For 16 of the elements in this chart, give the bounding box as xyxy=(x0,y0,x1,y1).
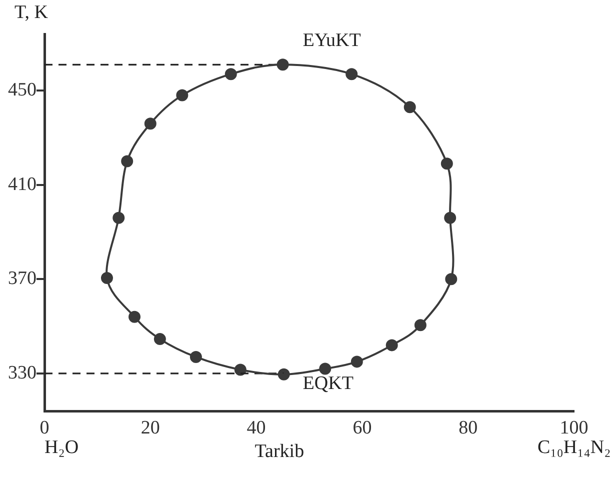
y-tick-label: 370 xyxy=(8,268,36,290)
y-axis-title: T, K xyxy=(14,2,48,24)
text: H₂O xyxy=(44,437,79,460)
x-tick-label: 20 xyxy=(140,418,160,439)
annotation: EYuKT xyxy=(302,30,362,52)
x-tick-label: 0 xyxy=(40,418,50,439)
x-axis-title: Tarkib xyxy=(254,441,304,464)
annotation: EQKT xyxy=(302,372,354,394)
x-tick-label: 80 xyxy=(458,418,478,439)
x-tick-label: 60 xyxy=(352,418,372,439)
x-tick-label: 100 xyxy=(560,418,588,439)
y-tick-label: 330 xyxy=(8,362,36,384)
text: C₁₀H₁₄N₂ xyxy=(538,437,611,460)
y-tick-label: 450 xyxy=(8,80,36,101)
y-tick-label: 410 xyxy=(8,174,36,195)
x-tick-label: 40 xyxy=(246,418,266,439)
